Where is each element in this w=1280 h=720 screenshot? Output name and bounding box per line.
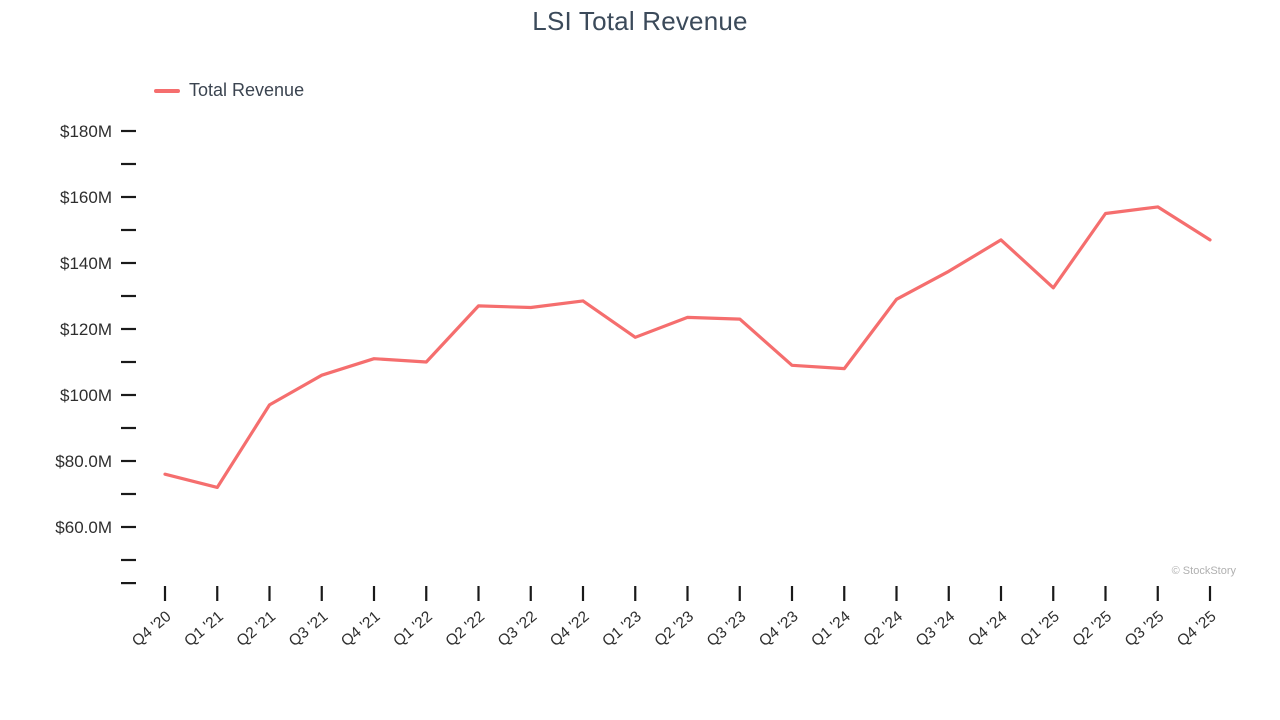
svg-text:$160M: $160M [60,188,112,207]
legend-line-swatch-icon [154,88,180,93]
svg-text:Q1 '22: Q1 '22 [390,608,436,650]
svg-text:$120M: $120M [60,320,112,339]
svg-text:Q3 '24: Q3 '24 [913,608,959,650]
svg-text:Q4 '23: Q4 '23 [756,608,802,650]
svg-text:Q3 '23: Q3 '23 [704,608,750,650]
total-revenue-line [163,205,1212,489]
svg-text:Q2 '24: Q2 '24 [861,608,907,650]
svg-text:Q4 '21: Q4 '21 [338,608,384,650]
chart-title: LSI Total Revenue [532,6,748,36]
svg-text:Q2 '23: Q2 '23 [652,608,698,650]
svg-text:$60.0M: $60.0M [55,518,112,537]
svg-text:Q4 '24: Q4 '24 [965,608,1011,650]
svg-text:$180M: $180M [60,122,112,141]
svg-text:Q1 '24: Q1 '24 [808,608,854,650]
y-axis: $180M $160M $140M $120M $100M $80.0M $60.0M [55,122,136,585]
svg-text:Q2 '21: Q2 '21 [234,608,280,650]
watermark: © StockStory [1172,565,1237,577]
svg-text:Q3 '22: Q3 '22 [495,608,541,650]
svg-text:Q3 '21: Q3 '21 [286,608,332,650]
svg-text:Q4 '20: Q4 '20 [129,608,175,650]
legend: Total Revenue [154,80,304,101]
legend-label: Total Revenue [189,80,305,100]
x-axis: Q4 '20 Q1 '21 Q2 '21 Q3 '21 Q4 '21 Q1 '22 Q2 '… [129,586,1220,650]
svg-text:Q1 '21: Q1 '21 [181,608,227,650]
svg-text:Q2 '25: Q2 '25 [1070,608,1116,650]
svg-text:Q3 '25: Q3 '25 [1122,608,1168,650]
svg-text:$100M: $100M [60,386,112,405]
svg-text:Q1 '23: Q1 '23 [599,608,645,650]
svg-text:Q4 '25: Q4 '25 [1174,608,1220,650]
svg-text:Q4 '22: Q4 '22 [547,608,593,650]
svg-text:Q2 '22: Q2 '22 [443,608,489,650]
svg-text:$80.0M: $80.0M [55,452,112,471]
svg-text:$140M: $140M [60,254,112,273]
svg-text:Q1 '25: Q1 '25 [1017,608,1063,650]
